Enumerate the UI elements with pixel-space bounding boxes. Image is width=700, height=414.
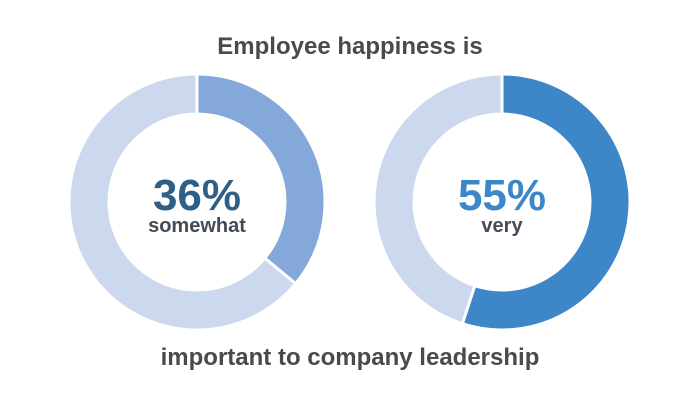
donut-value-arc-somewhat: [196, 75, 324, 283]
donut-separator-end-somewhat: [264, 257, 297, 285]
chart-caption: important to company leadership: [160, 344, 540, 371]
donut-chart-very: 55% very: [375, 74, 629, 329]
donut-value-label-somewhat: 36%: [153, 171, 241, 220]
donut-chart-somewhat: 36% somewhat: [70, 74, 324, 329]
donut-category-label-very: very: [481, 215, 523, 237]
donut-value-label-very: 55%: [458, 171, 546, 220]
chart-title: Employee happiness is: [217, 33, 483, 60]
donut-value-arc-very: [462, 75, 629, 329]
donut-category-label-somewhat: somewhat: [148, 215, 246, 237]
donut-separator-end-very: [461, 285, 477, 324]
